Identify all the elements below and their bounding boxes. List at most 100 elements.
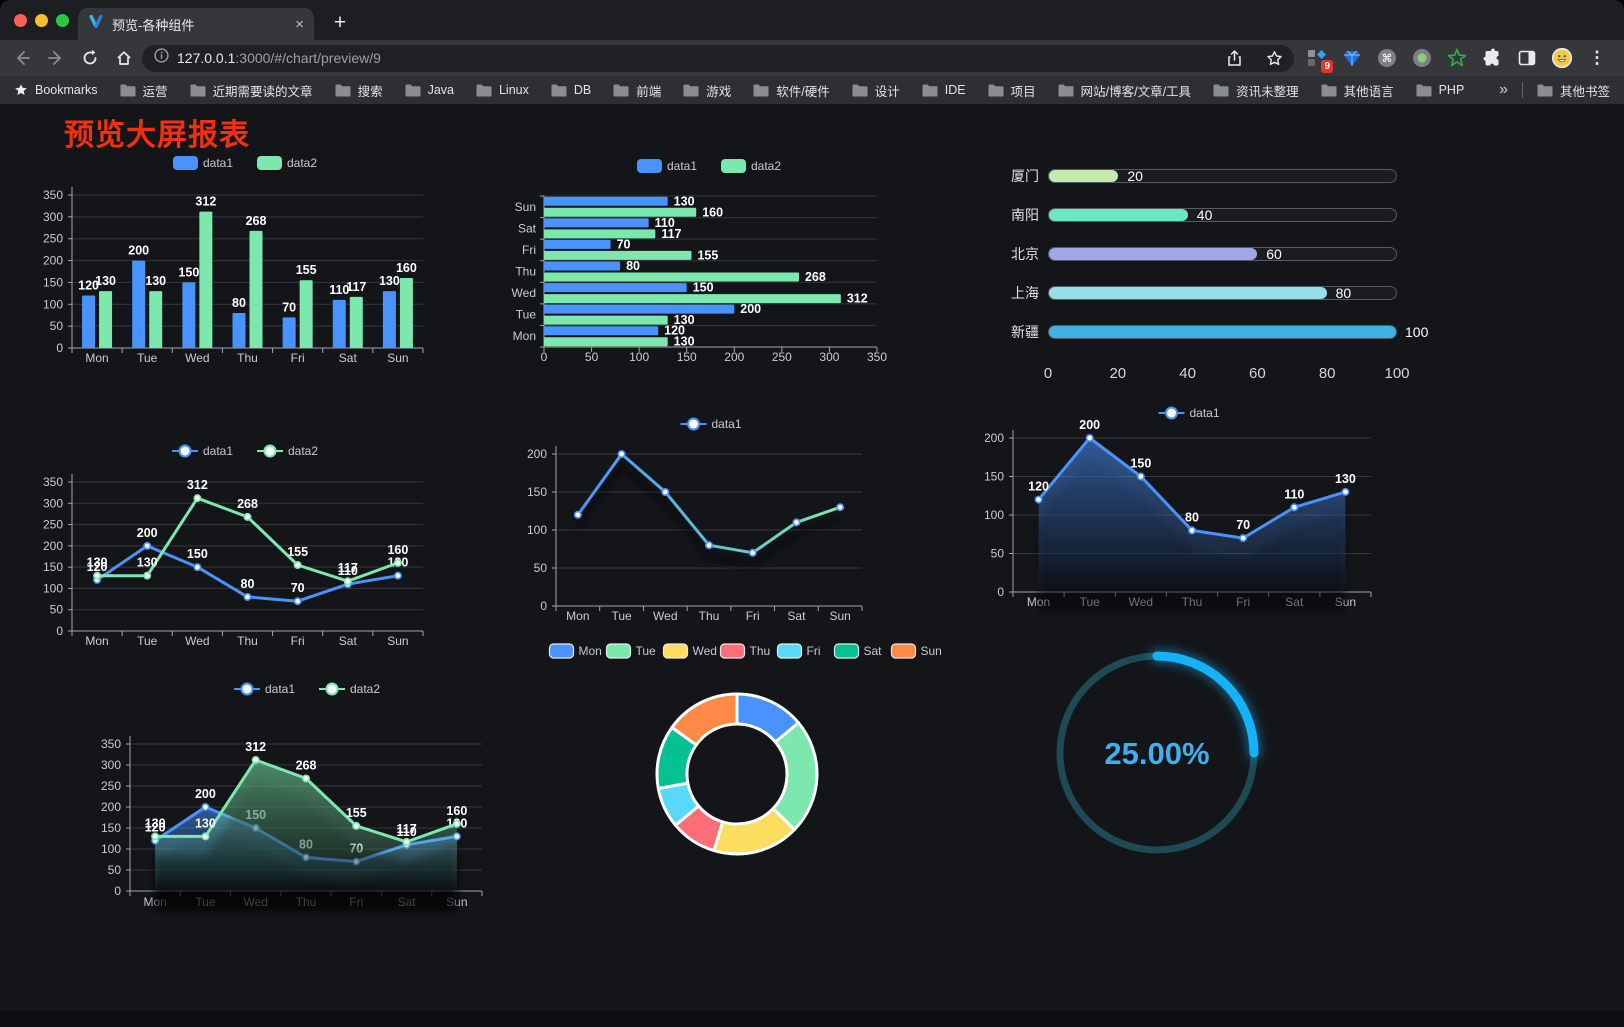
svg-text:130: 130 (87, 556, 108, 570)
share-icon[interactable] (1218, 43, 1250, 73)
svg-text:Mon: Mon (579, 644, 602, 658)
svg-text:110: 110 (338, 564, 358, 578)
progress-axis-tick: 60 (1249, 365, 1266, 382)
chart-area-blue[interactable]: 050100150200MonTueWedThuFriSatSun1202001… (985, 385, 1399, 617)
svg-text:Thu: Thu (515, 265, 536, 279)
bookmark-folder[interactable]: 游戏 (683, 81, 731, 100)
progress-label: 厦门 (1011, 167, 1039, 184)
svg-text:110: 110 (655, 216, 675, 230)
svg-text:Tue: Tue (516, 308, 537, 322)
progress-row: 北京 60 (993, 234, 1397, 273)
tab-close-icon[interactable]: × (295, 15, 304, 33)
browser-tab[interactable]: 预览-各种组件 × (78, 8, 314, 40)
close-window-button[interactable] (14, 14, 27, 27)
side-panel-icon[interactable] (1516, 47, 1538, 69)
svg-text:80: 80 (626, 259, 640, 273)
chart-line-gradient[interactable]: 0 50 100 150 200 Mon Tue Wed Thu Fri Sat Sun data1 (508, 396, 920, 630)
svg-text:Mon: Mon (85, 634, 108, 648)
chart-line-dual[interactable]: 0 50 100 150 200 250 300 350 Mon Tue Wed Thu Fri Sat S… (38, 424, 458, 656)
svg-text:155: 155 (296, 263, 317, 277)
other-bookmarks-folder[interactable]: 其他书签 (1537, 81, 1610, 100)
bookmarks-overflow-chevron[interactable]: » (1499, 81, 1508, 98)
folder-icon (1058, 84, 1074, 96)
bookmarks-manager-item[interactable]: Bookmarks (14, 83, 98, 97)
svg-text:data2: data2 (287, 156, 317, 170)
bookmark-folder[interactable]: 设计 (852, 81, 900, 100)
bookmark-folder[interactable]: 网站/博客/文章/工具 (1058, 81, 1191, 100)
svg-text:Wed: Wed (512, 286, 536, 300)
svg-text:150: 150 (677, 350, 697, 364)
site-info-icon[interactable] (154, 48, 169, 68)
back-icon[interactable] (6, 43, 38, 73)
svg-text:data1: data1 (203, 444, 233, 458)
bookmark-folder[interactable]: 近期需要读的文章 (190, 81, 313, 100)
chart-bar-grouped[interactable]: 0 50 100 150 200 250 300 350 Mon Tue Wed Thu Fri Sat S… (38, 146, 458, 376)
progress-value: 40 (1196, 206, 1213, 223)
chart-progress-cities[interactable]: 厦门 20 南阳 40 北京 60 上海 80 新疆 100 0 20 40 60 80 100 (993, 152, 1428, 388)
chart-bar-horizontal[interactable]: 0 50 100 150 200 250 300 350 Sun 130 160 Sat 110 117 F… (505, 150, 919, 374)
svg-text:50: 50 (50, 319, 64, 333)
bookmark-folder[interactable]: Java (405, 81, 454, 100)
bookmark-folder[interactable]: 软件/硬件 (753, 81, 830, 100)
svg-text:Tue: Tue (636, 644, 657, 658)
svg-text:Thu: Thu (237, 351, 258, 365)
chart-gauge-percent[interactable]: 25.00% (1040, 636, 1274, 870)
bookmark-folder[interactable]: 前端 (613, 81, 661, 100)
folder-icon (852, 84, 868, 96)
svg-text:data2: data2 (350, 682, 380, 696)
svg-text:200: 200 (101, 800, 121, 814)
progress-axis-tick: 20 (1109, 365, 1127, 382)
svg-text:250: 250 (101, 779, 121, 793)
svg-text:312: 312 (245, 740, 266, 754)
svg-text:150: 150 (178, 265, 199, 279)
bookmark-folder[interactable]: Linux (476, 81, 529, 100)
svg-text:data1: data1 (667, 159, 697, 173)
other-bookmarks-label: 其他书签 (1559, 84, 1610, 99)
address-bar[interactable]: 127.0.0.1:3000/#/chart/preview/9 (142, 43, 1294, 73)
bookmark-folder[interactable]: IDE (922, 81, 966, 100)
svg-text:Sun: Sun (921, 644, 942, 658)
donut-week-svg: Mon Tue Wed Thu Fri Sat Sun (548, 643, 942, 856)
svg-text:200: 200 (137, 526, 158, 540)
svg-text:312: 312 (195, 195, 216, 209)
gem-extension-icon[interactable] (1341, 47, 1363, 69)
minimize-window-button[interactable] (35, 14, 48, 27)
star-extension-icon[interactable] (1446, 47, 1468, 69)
reload-icon[interactable] (74, 43, 106, 73)
line-dual-svg: 0 50 100 150 200 250 300 350 Mon Tue Wed Thu Fri Sat S… (43, 444, 424, 648)
bookmark-folder[interactable]: DB (551, 81, 591, 100)
progress-label: 北京 (1011, 245, 1039, 262)
command-extension-icon[interactable]: ⌘ (1376, 47, 1398, 69)
area-dual-svg: 050100150200250300350MonTueWedThuFriSatS… (101, 682, 483, 911)
bookmark-folder[interactable]: 其他语言 (1321, 81, 1394, 100)
svg-text:Wed: Wed (653, 609, 677, 623)
chart-area-dual[interactable]: 050100150200250300350MonTueWedThuFriSatS… (100, 672, 520, 920)
bookmark-folder[interactable]: PHP (1416, 81, 1464, 100)
bookmark-folder[interactable]: 资讯未整理 (1213, 81, 1299, 100)
bookmark-folder[interactable]: 项目 (988, 81, 1036, 100)
extensions-puzzle-icon[interactable] (1481, 47, 1503, 69)
profile-avatar[interactable] (1551, 47, 1573, 69)
svg-text:150: 150 (693, 281, 714, 295)
browser-menu-icon[interactable]: ⋮ (1588, 48, 1606, 67)
svg-text:130: 130 (137, 556, 158, 570)
svg-text:80: 80 (241, 577, 255, 591)
forward-icon[interactable] (40, 43, 72, 73)
bookmark-star-icon[interactable] (1258, 43, 1290, 73)
progress-axis-tick: 80 (1318, 365, 1336, 382)
folder-icon (551, 84, 567, 96)
tab-manager-extension-icon[interactable]: 9 (1306, 47, 1333, 73)
svg-text:data1: data1 (203, 156, 233, 170)
bookmark-folder[interactable]: 搜索 (335, 81, 383, 100)
svg-text:130: 130 (145, 816, 166, 830)
folder-icon (1416, 84, 1432, 96)
home-icon[interactable] (108, 43, 140, 73)
bookmark-folder[interactable]: 运营 (120, 81, 168, 100)
new-tab-button[interactable]: + (333, 11, 347, 34)
svg-text:100: 100 (43, 297, 63, 311)
svg-text:200: 200 (195, 787, 216, 801)
recorder-extension-icon[interactable] (1411, 47, 1433, 69)
maximize-window-button[interactable] (56, 14, 69, 27)
chart-donut-week[interactable]: Mon Tue Wed Thu Fri Sat Sun (545, 636, 945, 884)
